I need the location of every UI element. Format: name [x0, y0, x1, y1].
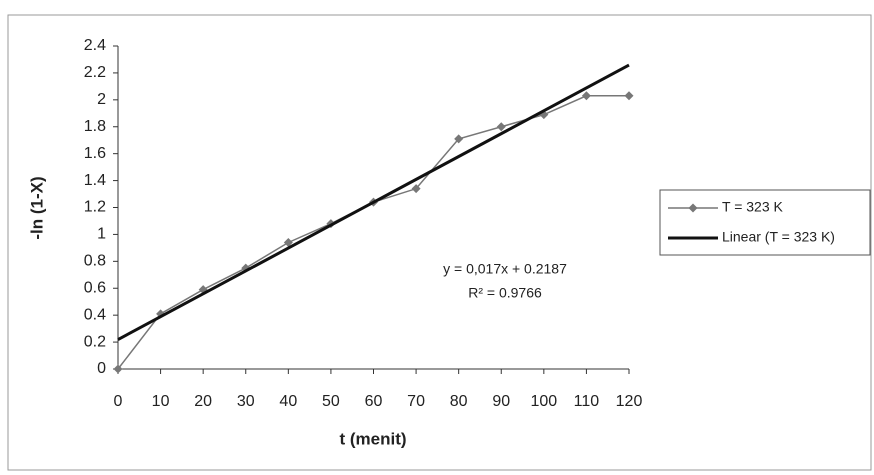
- x-tick-label: 10: [152, 393, 170, 410]
- y-tick-label: 0.2: [84, 333, 106, 350]
- y-tick-label: 0: [97, 360, 106, 377]
- x-tick-label: 70: [407, 393, 425, 410]
- x-axis-title: t (menit): [339, 429, 406, 448]
- x-tick-label: 30: [237, 393, 255, 410]
- data-point: [283, 237, 293, 247]
- x-tick-label: 20: [194, 393, 212, 410]
- y-tick-label: 1.6: [84, 145, 106, 162]
- trend-line: [117, 63, 630, 341]
- x-tick-label: 40: [279, 393, 297, 410]
- x-tick-label: 0: [114, 393, 123, 410]
- x-tick-label: 50: [322, 393, 340, 410]
- data-point: [581, 91, 591, 101]
- y-tick-label: 0.4: [84, 306, 106, 323]
- y-tick-label: 2.2: [84, 64, 106, 81]
- legend-label: T = 323 K: [722, 199, 784, 215]
- y-tick-label: 1.8: [84, 118, 106, 135]
- data-point: [624, 91, 634, 101]
- x-tick-label: 60: [365, 393, 383, 410]
- y-tick-label: 0.8: [84, 253, 106, 270]
- r-squared: R² = 0.9766: [468, 285, 542, 301]
- y-tick-label: 1.2: [84, 199, 106, 216]
- y-tick-label: 0.6: [84, 279, 106, 296]
- data-point: [496, 122, 506, 132]
- y-tick-label: 2: [97, 91, 106, 108]
- trend-equation: y = 0,017x + 0.2187: [443, 261, 567, 277]
- data-point: [454, 134, 464, 144]
- y-tick-label: 1.4: [84, 172, 106, 189]
- legend-box: [659, 189, 871, 256]
- x-tick-label: 110: [574, 393, 600, 410]
- x-tick-label: 100: [530, 393, 557, 410]
- data-point: [113, 364, 123, 374]
- legend-label: Linear (T = 323 K): [722, 229, 835, 245]
- y-tick-label: 1: [97, 226, 106, 243]
- x-tick-label: 90: [492, 393, 510, 410]
- data-point: [411, 184, 421, 194]
- x-tick-label: 120: [616, 393, 643, 410]
- y-tick-label: 2.4: [84, 37, 106, 54]
- x-tick-label: 80: [450, 393, 468, 410]
- legend-marker: [688, 203, 698, 213]
- y-axis-title: -ln (1-X): [27, 176, 46, 239]
